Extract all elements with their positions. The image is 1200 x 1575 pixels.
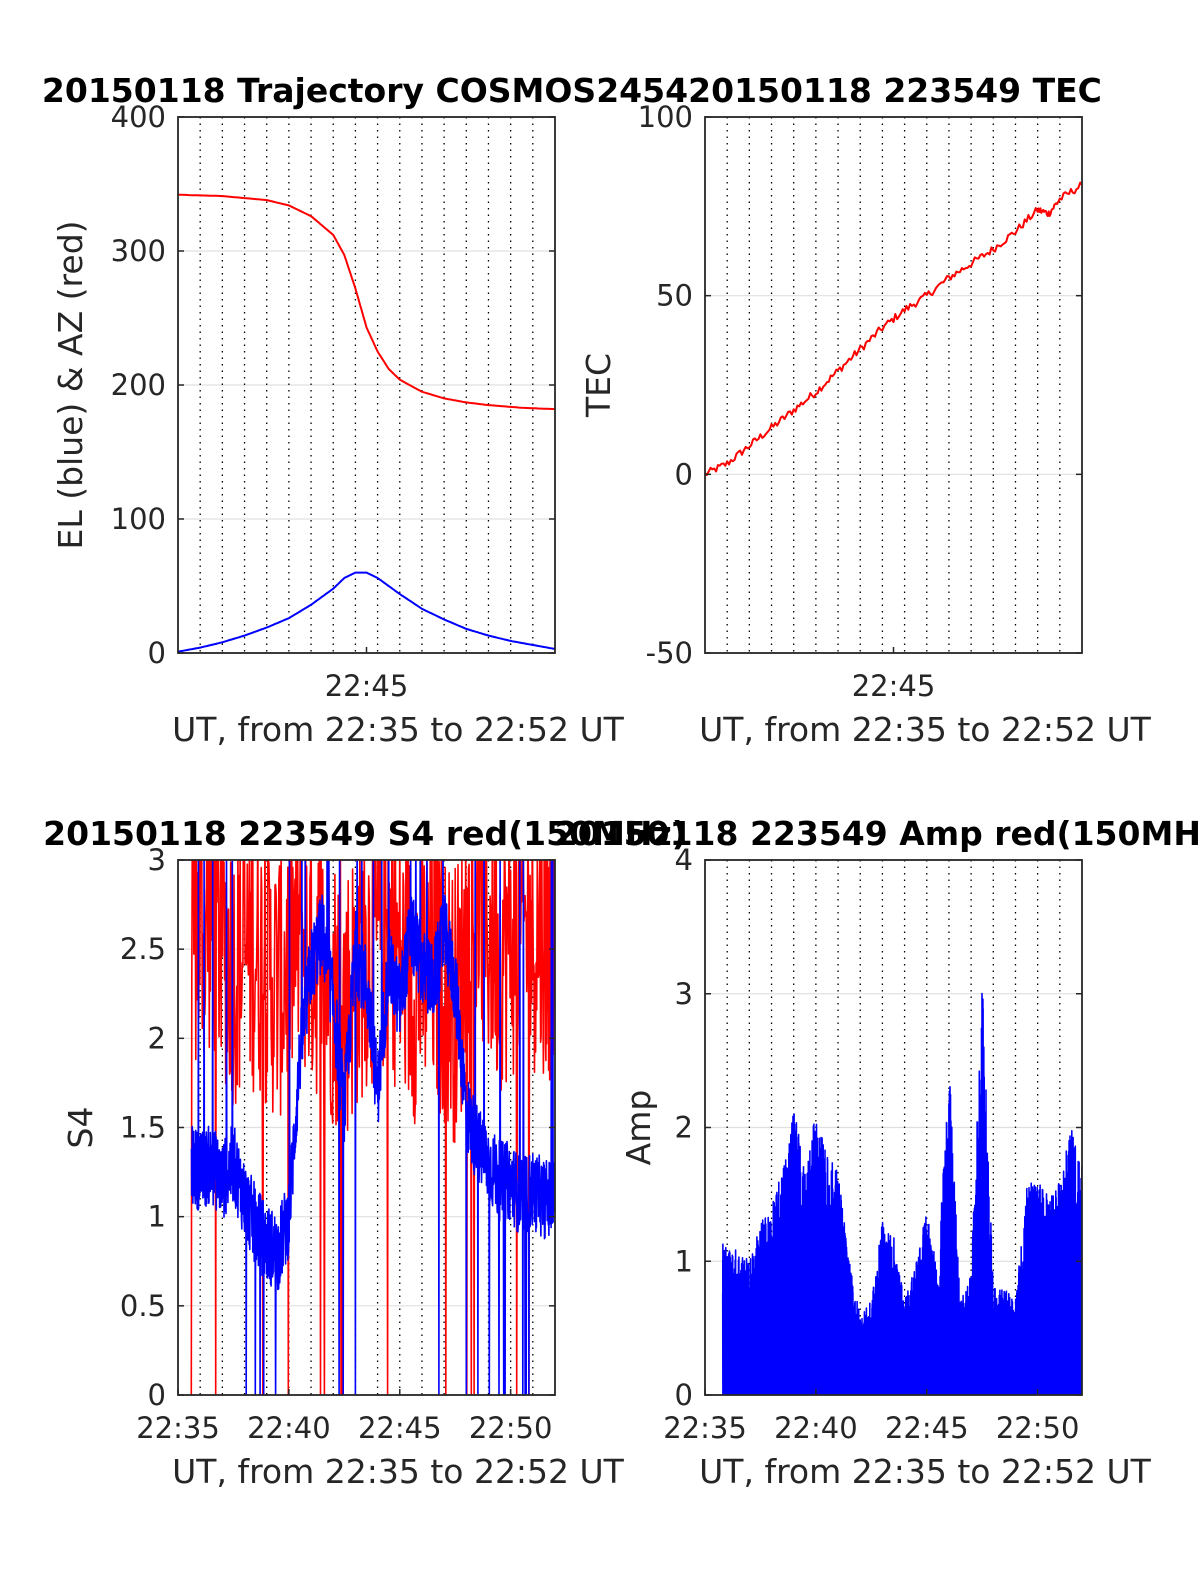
x-axis-label: UT, from 22:35 to 22:52 UT bbox=[699, 710, 1152, 749]
y-tick-label: 4 bbox=[675, 843, 693, 877]
y-tick-label: 2.5 bbox=[120, 932, 166, 966]
chart-title: 20150118 Trajectory COSMOS2454 bbox=[42, 71, 688, 110]
x-tick-label: 22:40 bbox=[774, 1411, 858, 1445]
panel-tec: -50 0 50 100 22:45 UT, from 22:35 to 22:52 UT… bbox=[579, 71, 1152, 749]
y-tick-label: 0 bbox=[148, 636, 166, 670]
y-tick-label: 1.5 bbox=[120, 1111, 166, 1145]
x-tick-label: 22:45 bbox=[358, 1411, 442, 1445]
y-tick-label: 300 bbox=[111, 234, 166, 268]
panel-trajectory: 0 100 200 300 400 22:45 UT, from 22:35 to 22:5… bbox=[42, 71, 688, 749]
series-line-1 bbox=[190, 860, 555, 1395]
y-tick-label: 400 bbox=[111, 100, 166, 134]
x-tick-label: 22:35 bbox=[136, 1411, 220, 1445]
y-tick-label: 3 bbox=[148, 843, 166, 877]
series-line-1 bbox=[178, 571, 555, 653]
series-line-0 bbox=[721, 992, 1082, 1395]
chart-title: 20150118 223549 Amp red(150MHz) bbox=[555, 814, 1200, 853]
y-tick-label: 100 bbox=[638, 100, 693, 134]
plot-area bbox=[705, 181, 1082, 476]
x-tick-label: 22:35 bbox=[663, 1411, 747, 1445]
y-tick-label: 2 bbox=[148, 1021, 166, 1055]
x-axis-label: UT, from 22:35 to 22:52 UT bbox=[172, 1452, 625, 1491]
x-tick-label: 22:50 bbox=[469, 1411, 553, 1445]
x-axis-label: UT, from 22:35 to 22:52 UT bbox=[699, 1452, 1152, 1491]
panel-s4: 0 0.5 1 1.5 2 2.5 3 22:35 22:40 22:45 22:50 UT, fro… bbox=[43, 814, 687, 1491]
chart-title: 20150118 223549 S4 red(150MHz) bbox=[43, 814, 687, 853]
y-tick-label: 1 bbox=[148, 1200, 166, 1234]
plot-area bbox=[190, 860, 555, 1395]
plot-area bbox=[721, 992, 1082, 1395]
y-axis-label: TEC bbox=[579, 353, 618, 418]
y-axis-label: EL (blue) & AZ (red) bbox=[51, 220, 90, 549]
x-axis-label: UT, from 22:35 to 22:52 UT bbox=[172, 710, 625, 749]
y-tick-label: -50 bbox=[646, 636, 693, 670]
x-tick-label: 22:45 bbox=[852, 669, 936, 703]
y-tick-label: 1 bbox=[675, 1244, 693, 1278]
y-tick-label: 0 bbox=[675, 1378, 693, 1412]
y-axis-label: S4 bbox=[61, 1107, 100, 1149]
x-tick-label: 22:45 bbox=[885, 1411, 969, 1445]
y-tick-label: 0.5 bbox=[120, 1289, 166, 1323]
plot-area bbox=[178, 193, 555, 653]
y-axis-label: Amp bbox=[619, 1090, 658, 1166]
x-tick-label: 22:45 bbox=[325, 669, 409, 703]
panel-amp: 0 1 2 3 4 22:35 22:40 22:45 22:50 UT, from 22:35 … bbox=[555, 814, 1200, 1491]
axes-box bbox=[704, 116, 1083, 654]
y-tick-label: 3 bbox=[675, 977, 693, 1011]
series-line-0 bbox=[178, 193, 555, 411]
y-tick-label: 50 bbox=[656, 279, 693, 313]
x-tick-label: 22:40 bbox=[247, 1411, 331, 1445]
series-line-0 bbox=[190, 860, 555, 1395]
y-tick-label: 2 bbox=[675, 1111, 693, 1145]
x-tick-label: 22:50 bbox=[996, 1411, 1080, 1445]
chart-title: 20150118 223549 TEC bbox=[688, 71, 1102, 110]
y-tick-label: 0 bbox=[148, 1378, 166, 1412]
y-tick-label: 200 bbox=[111, 368, 166, 402]
series-line-0 bbox=[705, 181, 1082, 476]
y-tick-label: 100 bbox=[111, 502, 166, 536]
y-tick-label: 0 bbox=[675, 457, 693, 491]
